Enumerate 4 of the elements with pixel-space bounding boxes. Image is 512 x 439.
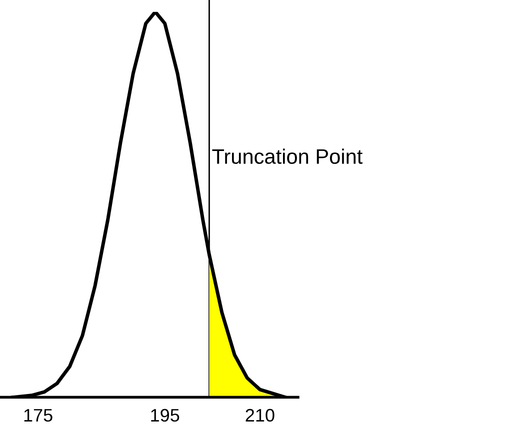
x-tick-label: 175 — [24, 409, 52, 422]
x-tick-label: 195 — [151, 408, 180, 422]
ref-line-label: Truncation Point — [212, 148, 363, 164]
x-tick-label: 210 — [246, 408, 274, 422]
